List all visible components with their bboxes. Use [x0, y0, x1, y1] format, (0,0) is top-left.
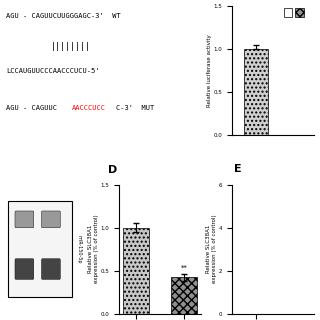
Text: miR-150-5p: miR-150-5p — [76, 235, 82, 263]
Text: AACCCUCC: AACCCUCC — [72, 105, 106, 111]
FancyBboxPatch shape — [15, 259, 34, 279]
Text: LCCAUGUUCCCAACCCUCU-5': LCCAUGUUCCCAACCCUCU-5' — [6, 68, 100, 74]
Bar — [123, 228, 149, 314]
Y-axis label: Relative SLC38A1
expression (% of control): Relative SLC38A1 expression (% of contro… — [206, 215, 217, 284]
FancyBboxPatch shape — [42, 259, 60, 279]
FancyBboxPatch shape — [42, 211, 60, 228]
Text: AGU - CAGUUCUUGGGAGC-3'  WT: AGU - CAGUUCUUGGGAGC-3' WT — [6, 13, 121, 19]
Text: ||||||||: |||||||| — [51, 42, 91, 51]
FancyBboxPatch shape — [8, 201, 72, 298]
Y-axis label: Relative SLC38A1
expression (% of control): Relative SLC38A1 expression (% of contro… — [89, 215, 99, 284]
FancyBboxPatch shape — [15, 211, 34, 228]
Bar — [284, 8, 292, 17]
Text: AGU - CAGUUC: AGU - CAGUUC — [6, 105, 57, 111]
Text: E: E — [234, 164, 242, 174]
Bar — [244, 49, 268, 135]
Bar — [295, 8, 304, 17]
Bar — [171, 277, 197, 314]
Y-axis label: Relative luciferase activity: Relative luciferase activity — [207, 35, 212, 107]
Text: C-3'  MUT: C-3' MUT — [116, 105, 155, 111]
Text: D: D — [108, 165, 117, 175]
Text: **: ** — [180, 265, 187, 271]
